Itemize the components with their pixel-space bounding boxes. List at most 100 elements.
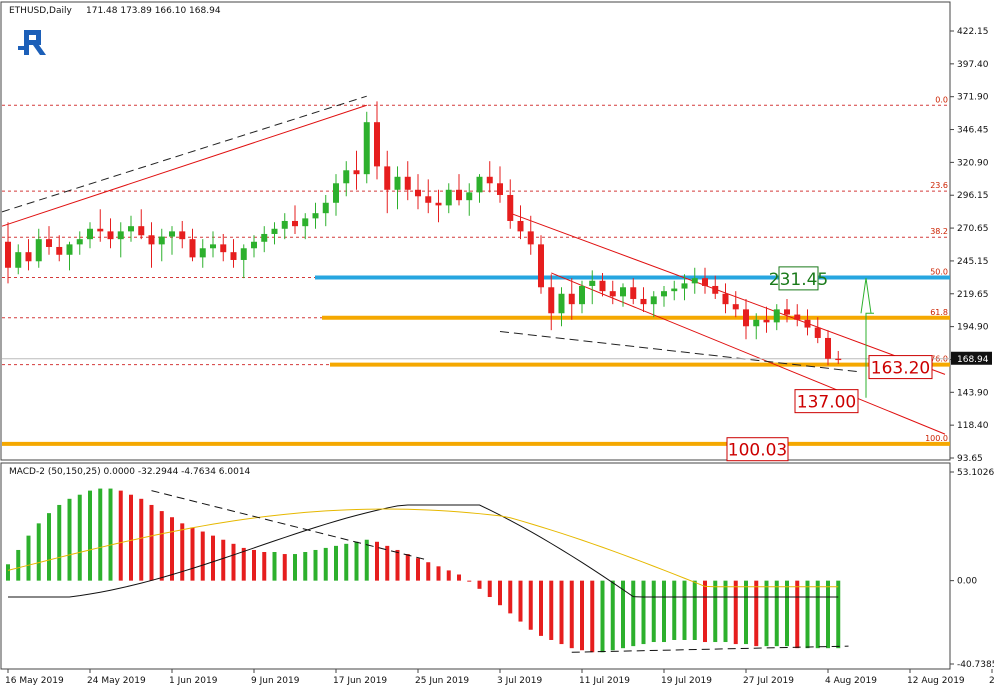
price-axis: 422.15 397.40 371.90 346.45 320.90 296.15 270.… (950, 27, 992, 464)
macd-histogram-bar (590, 580, 595, 653)
trendline-red (1, 104, 367, 227)
macd-histogram-bar (446, 570, 451, 581)
candle-body (46, 239, 52, 247)
macd-indicator (6, 488, 849, 653)
candle-body (466, 192, 473, 201)
candle-body (732, 304, 739, 310)
price-axis-label: 422.15 (957, 27, 989, 37)
candle-body (240, 248, 247, 260)
macd-histogram-bar (405, 554, 410, 581)
macd-histogram-bar (621, 580, 625, 649)
price-axis-label: 397.40 (957, 60, 989, 70)
price-axis-label: 371.90 (957, 93, 989, 103)
candle-body (825, 337, 831, 359)
candle-body (251, 241, 257, 249)
candle-body (128, 226, 134, 232)
price-axis-label: 194.90 (957, 323, 989, 333)
candle-body (199, 248, 206, 258)
support-resistance-zones (2, 275, 950, 446)
macd-histogram-bar (149, 504, 154, 581)
candle-body (107, 231, 114, 240)
trendline-black-dashed (1, 95, 367, 213)
macd-histogram-bar (190, 527, 195, 581)
candle-body (138, 226, 145, 236)
macd-signal-line (7, 508, 839, 588)
trendline-black-dashed-lower (499, 330, 859, 373)
price-axis-label: 296.15 (957, 191, 989, 201)
macd-axis: 53.1026 0.00 -40.7385 (950, 468, 994, 670)
candle-body (261, 233, 268, 242)
macd-axis-label: 0.00 (957, 577, 977, 587)
date-axis-label: 12 Aug 2019 (907, 676, 965, 686)
date-axis-label: 27 Jul 2019 (743, 676, 794, 686)
macd-axis-label: -40.7385 (957, 660, 994, 670)
price-axis-label: 270.65 (957, 224, 989, 234)
candle-body (445, 189, 452, 206)
macd-histogram-bar (303, 552, 308, 581)
macd-histogram-bar (631, 580, 636, 647)
macd-panel-frame (0, 462, 951, 670)
macd-trendline-upper (151, 490, 429, 561)
date-axis-label: 25 Jun 2019 (415, 676, 469, 686)
candle-body (538, 244, 544, 288)
candle-body (281, 220, 288, 229)
candle-body (763, 319, 770, 323)
candle-body (87, 228, 93, 240)
macd-histogram-bar (293, 554, 297, 581)
candle-body (661, 291, 667, 297)
candle-body (230, 252, 237, 260)
price-annotation-box (868, 355, 933, 380)
candle-body (691, 278, 698, 284)
macd-histogram-bar (88, 490, 92, 581)
macd-histogram-bar (231, 543, 236, 581)
chart-ohlc-label: 171.48 173.89 166.10 168.94 (86, 6, 221, 16)
candle-body (497, 183, 503, 195)
date-axis-label: 19 Jul 2019 (661, 676, 712, 686)
candle-body (548, 287, 555, 314)
candle-body (158, 236, 165, 245)
macd-histogram-bar (610, 580, 615, 651)
macd-histogram-bar (416, 558, 420, 581)
candle-body (333, 183, 339, 203)
candle-body (169, 231, 175, 237)
candle-body (702, 278, 708, 286)
macd-histogram-bar (682, 580, 687, 640)
candle-body (179, 231, 186, 240)
macd-histogram-bar (252, 549, 256, 581)
date-axis-label: 16 May 2019 (5, 676, 64, 686)
target-arrow-head (860, 278, 872, 314)
candle-body (773, 309, 780, 323)
candle-body (722, 293, 729, 305)
candle-body (712, 285, 719, 294)
price-annotation-label: 100.03 (728, 441, 787, 461)
candle-body (568, 293, 575, 305)
macd-histogram-bar (641, 580, 646, 645)
chart-symbol-label: ETHUSD,Daily (9, 6, 72, 16)
current-price-label: 168.94 (957, 355, 989, 365)
macd-histogram-bar (733, 580, 738, 645)
candle-body (527, 231, 534, 245)
price-annotation-box (726, 437, 789, 462)
macd-histogram-bar (651, 580, 656, 643)
macd-histogram-bar (334, 545, 338, 581)
candle-body (753, 319, 760, 327)
channel-lower-line (551, 272, 946, 435)
macd-histogram-bar (221, 539, 226, 581)
candle-body (35, 239, 42, 262)
candle-body (292, 220, 298, 227)
macd-histogram-bar (159, 511, 164, 581)
macd-histogram-bar (272, 552, 277, 581)
candle-body (374, 122, 380, 167)
macd-histogram-bar (672, 580, 677, 640)
candle-body (486, 176, 493, 184)
macd-histogram-bar (539, 580, 543, 636)
date-axis-label: 9 Jun 2019 (251, 676, 300, 686)
candle-body (322, 202, 329, 214)
macd-histogram-bar (323, 547, 328, 581)
candle-body (312, 213, 319, 219)
macd-histogram-bar (703, 580, 707, 643)
macd-histogram-bar (395, 549, 400, 581)
macd-histogram-bar (436, 566, 441, 581)
candle-body (220, 244, 227, 253)
